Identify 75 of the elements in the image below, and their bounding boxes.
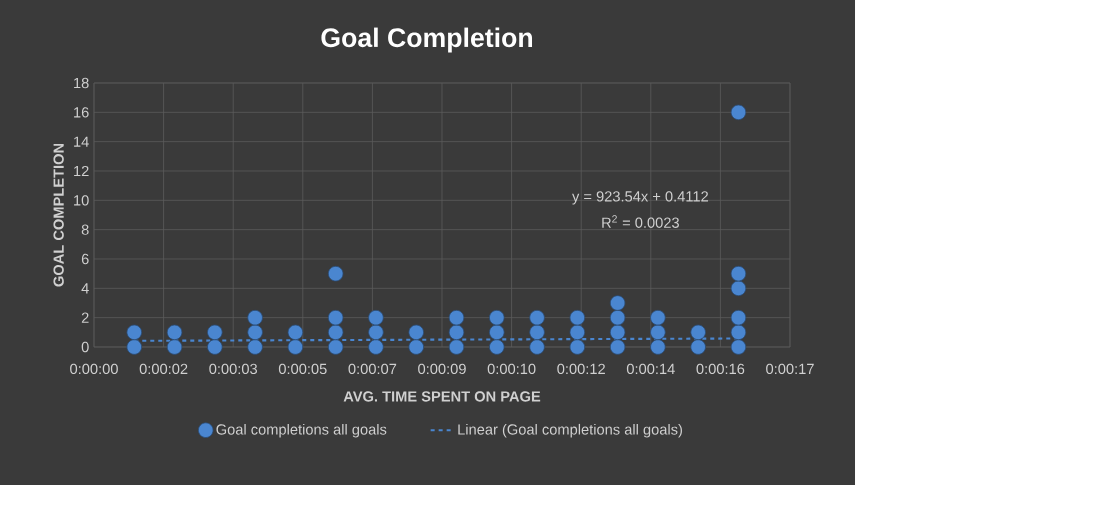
- y-tick-label: 18: [74, 77, 89, 89]
- point: [408, 324, 424, 341]
- point: [247, 339, 263, 355]
- legend-label: Linear (Goal completions all goals): [458, 423, 682, 438]
- point: [730, 339, 747, 355]
- point: [650, 309, 666, 326]
- chart-title: Goal Completion: [321, 27, 533, 53]
- point: [126, 324, 143, 341]
- point: [489, 324, 505, 341]
- y-tick-label: 14: [74, 136, 89, 147]
- point: [327, 309, 344, 326]
- point: [569, 309, 586, 326]
- point: [287, 339, 304, 355]
- annotation: y = 923.54x + 0.4112: [572, 191, 708, 205]
- x-axis-title: AVG. TIME SPENT ON PAGE: [343, 391, 541, 402]
- x-tick-label: 0:00:10: [487, 363, 536, 375]
- x-tick-label: 0:00:05: [278, 363, 327, 375]
- y-tick-label: 0: [81, 341, 89, 353]
- point: [126, 339, 143, 355]
- point: [166, 339, 183, 355]
- point: [327, 265, 344, 282]
- point: [690, 339, 706, 355]
- point: [247, 309, 263, 326]
- y-axis-title: GOAL COMPLETION: [53, 143, 64, 287]
- legend-label: Goal completions all goals: [216, 423, 387, 438]
- point: [247, 324, 263, 341]
- point: [448, 309, 465, 326]
- point: [408, 339, 424, 355]
- point: [529, 339, 545, 355]
- y-tick-label: 2: [81, 312, 89, 323]
- x-tick-label: 0:00:02: [139, 363, 188, 375]
- point: [368, 309, 384, 326]
- point: [448, 339, 465, 355]
- y-tick-label: 4: [81, 283, 89, 294]
- x-tick-label: 0:00:17: [766, 363, 814, 375]
- point: [368, 339, 384, 355]
- point: [489, 309, 505, 326]
- point: [609, 309, 626, 326]
- y-tick-label: 16: [74, 107, 89, 118]
- point: [569, 339, 586, 355]
- point: [650, 339, 666, 355]
- x-tick-label: 0:00:12: [557, 363, 605, 375]
- point: [730, 265, 747, 282]
- point: [287, 324, 304, 341]
- x-tick-label: 0:00:14: [626, 363, 675, 375]
- point: [730, 309, 747, 326]
- point: [650, 324, 666, 341]
- point: [730, 104, 747, 121]
- x-tick-label: 0:00:16: [696, 363, 745, 375]
- x-tick-label: 0:00:03: [209, 363, 258, 375]
- annotation: R$^{2}$ = 0.0023: [602, 215, 679, 228]
- point: [327, 339, 344, 355]
- point: [489, 339, 505, 355]
- point: [569, 324, 586, 341]
- x-tick-label: 0:00:09: [418, 363, 466, 375]
- y-tick-label: 6: [81, 253, 89, 265]
- point: [529, 309, 545, 326]
- point: [207, 339, 223, 355]
- point: [730, 324, 747, 341]
- point: [690, 324, 706, 341]
- point: [730, 280, 747, 297]
- x-tick-label: 0:00:07: [348, 363, 397, 375]
- point: [609, 339, 626, 355]
- point: [529, 324, 545, 341]
- point: [609, 324, 626, 341]
- point: [327, 324, 344, 341]
- x-tick-label: 0:00:00: [70, 363, 118, 375]
- point: [368, 324, 384, 341]
- y-tick-label: 10: [74, 195, 89, 206]
- point: [448, 324, 465, 341]
- point: [609, 295, 626, 311]
- y-tick-label: 12: [74, 165, 89, 177]
- point: [207, 324, 223, 341]
- point: [166, 324, 183, 341]
- y-tick-label: 8: [81, 224, 89, 235]
